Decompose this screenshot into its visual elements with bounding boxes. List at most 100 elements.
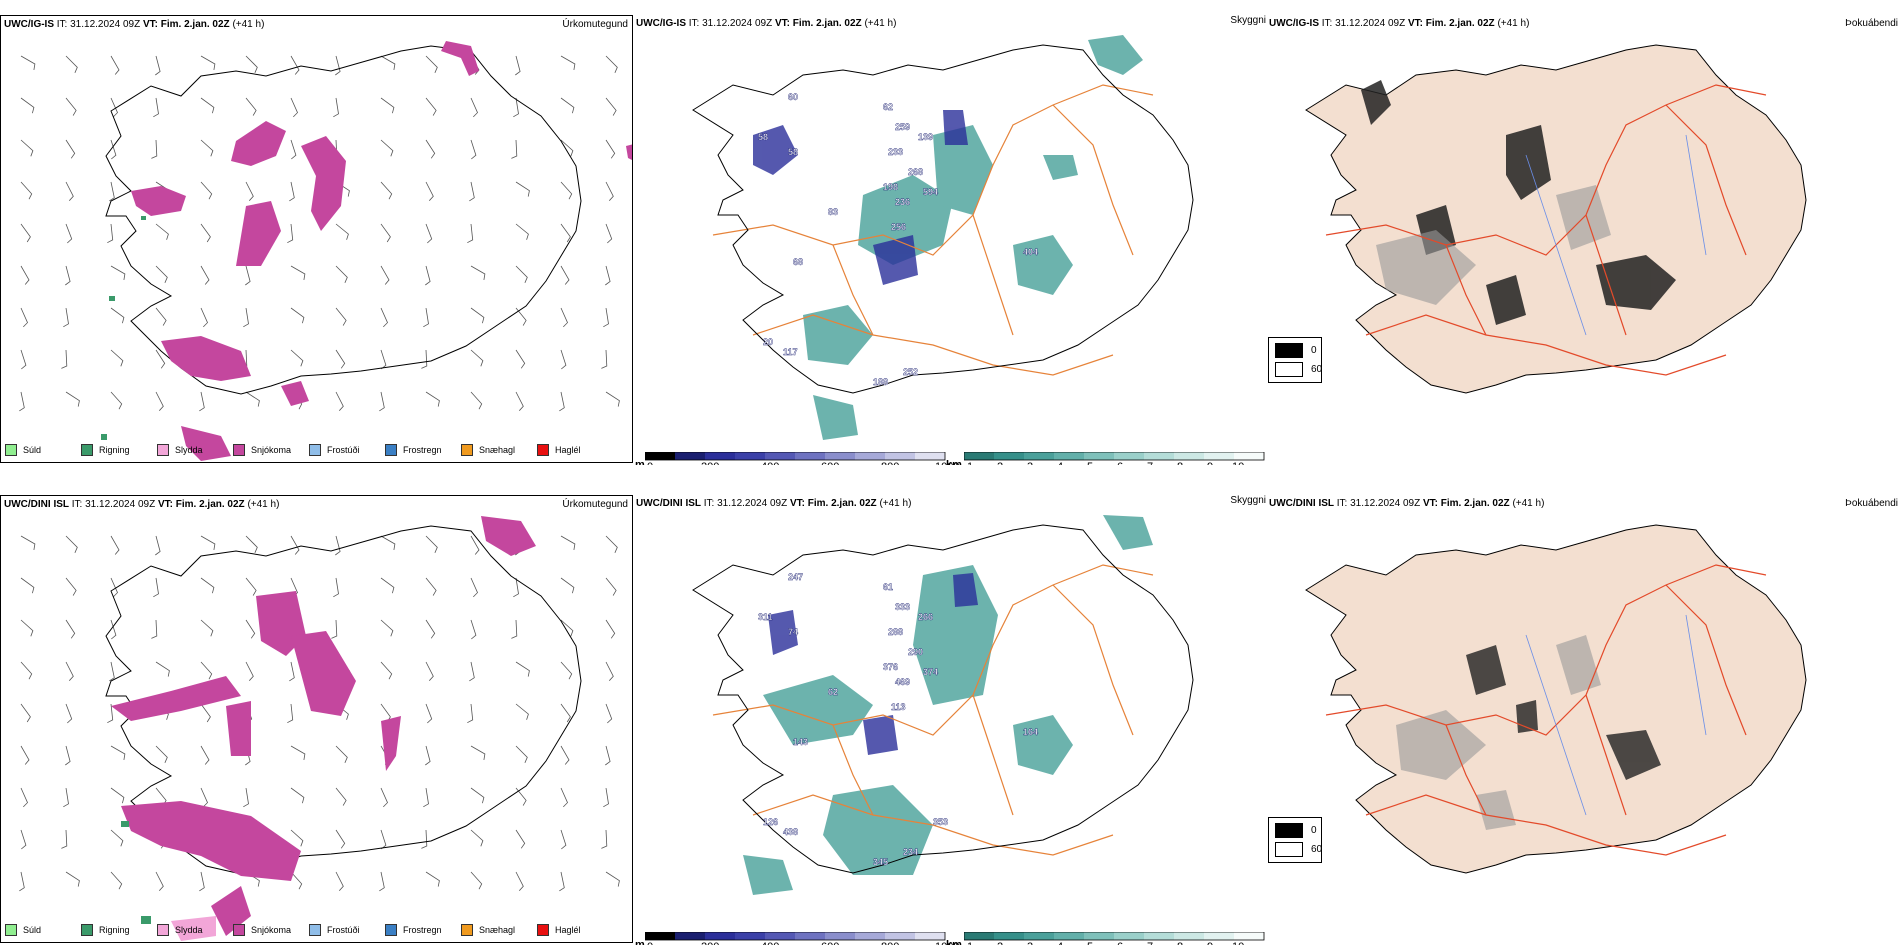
init-time: IT: 31.12.2024 09Z xyxy=(71,499,156,510)
wind-barb xyxy=(380,349,387,370)
colorbar-tick: 2 xyxy=(997,461,1003,465)
valid-time: Fim. 2.jan. 02Z xyxy=(792,18,862,29)
colorbar-tick: 800 xyxy=(881,941,899,945)
fog-legend-label: 0 xyxy=(1311,825,1317,836)
wind-barb xyxy=(605,181,614,201)
colorbar-tick: 8 xyxy=(1177,461,1183,465)
wind-barb xyxy=(425,223,433,244)
colorbar-tick: 4 xyxy=(1057,461,1063,465)
wind-barb xyxy=(65,871,80,887)
wind-barb xyxy=(470,307,485,324)
wind-barb xyxy=(470,871,483,890)
wind-barb xyxy=(245,577,257,596)
wind-barb xyxy=(515,55,521,76)
wind-barb xyxy=(200,535,216,550)
init-time: IT: 31.12.2024 09Z xyxy=(56,19,141,30)
wind-barb xyxy=(63,787,69,808)
wind-barb xyxy=(560,349,567,370)
colorbar-tick: 9 xyxy=(1207,941,1213,945)
fog-swatch xyxy=(1275,823,1303,838)
wind-barb xyxy=(605,139,616,159)
wind-barb xyxy=(20,661,33,680)
wind-barb xyxy=(421,349,428,369)
legend-item: Rigning xyxy=(81,444,157,456)
wind-barb xyxy=(423,787,429,808)
wind-barb xyxy=(559,871,565,892)
wind-barb xyxy=(560,55,576,70)
wind-barb xyxy=(335,265,348,283)
wind-barb xyxy=(155,745,168,763)
wind-barb xyxy=(19,871,25,892)
wind-barb xyxy=(155,535,161,556)
lead-time: (+41 h) xyxy=(864,18,897,29)
colorbar-tick: 600 xyxy=(821,461,839,465)
wind-barb xyxy=(110,391,123,410)
wind-barb xyxy=(290,265,306,280)
cloudbase-value-label: 311 xyxy=(758,612,773,622)
wind-barb xyxy=(425,661,434,681)
wind-barb xyxy=(245,181,254,201)
valid-time: Fim. 2.jan. 02Z xyxy=(160,19,230,30)
wind-barb xyxy=(515,829,526,849)
wind-barb xyxy=(515,223,529,240)
wind-barb xyxy=(290,349,304,367)
legend-label: Snæhagl xyxy=(479,445,516,455)
wind-barb xyxy=(199,871,205,892)
wind-barb xyxy=(290,535,300,555)
wind-barb xyxy=(380,55,396,70)
colorbar-tick: 5 xyxy=(1087,461,1093,465)
wind-barb xyxy=(513,577,519,598)
wind-barb xyxy=(155,871,164,891)
wind-barb xyxy=(65,181,74,201)
wind-barb xyxy=(245,619,256,639)
wind-barb xyxy=(380,139,394,157)
wind-barb xyxy=(335,535,341,556)
visibility-areas xyxy=(743,515,1153,895)
wind-barb xyxy=(470,787,485,804)
legend-label: Snæhagl xyxy=(479,925,516,935)
wind-barb xyxy=(470,577,478,598)
wind-barb xyxy=(335,787,347,806)
wind-barb xyxy=(110,349,124,367)
fog-swatch xyxy=(1275,343,1303,358)
valid-label: VT: xyxy=(1422,498,1438,509)
wind-barb xyxy=(245,661,254,681)
lead-time: (+41 h) xyxy=(232,19,265,30)
fog-legend: 0 60 xyxy=(1268,817,1322,863)
wind-barb xyxy=(470,97,478,118)
wind-barb xyxy=(200,619,214,637)
legend-swatch xyxy=(461,924,473,936)
wind-barb xyxy=(511,139,518,159)
wind-barb xyxy=(379,391,385,412)
cloudbase-value-label: 188 xyxy=(873,377,888,387)
cloudbase-value-label: 61 xyxy=(883,582,893,592)
valid-label: VT: xyxy=(789,498,805,509)
precip-panel-top: UWC/IG-IS IT: 31.12.2024 09Z VT: Fim. 2.… xyxy=(0,15,633,463)
wind-barb xyxy=(513,97,519,118)
fog-legend-row: 60 xyxy=(1275,362,1322,377)
wind-barb xyxy=(380,181,393,200)
legend-label: Snjókoma xyxy=(251,925,292,935)
legend-item: Slydda xyxy=(157,444,233,456)
wind-barb xyxy=(290,871,303,890)
model-name: UWC/DINI ISL xyxy=(4,499,69,510)
wind-barb xyxy=(200,265,210,285)
legend-label: Súld xyxy=(23,925,42,935)
wind-barb xyxy=(335,829,346,849)
panel-title: Úrkomutegund xyxy=(562,499,628,510)
wind-barb xyxy=(335,55,341,76)
colorbar-tick: 1000 xyxy=(935,461,959,465)
colorbar-tick: 0 xyxy=(647,461,653,465)
legend-swatch xyxy=(309,444,321,456)
legend-label: Frostúði xyxy=(327,925,360,935)
wind-barb xyxy=(65,661,74,681)
wind-barb xyxy=(199,391,205,412)
wind-barb xyxy=(425,139,436,159)
lead-time: (+41 h) xyxy=(247,499,280,510)
wind-barb xyxy=(110,619,117,640)
iceland-land xyxy=(1305,524,1807,874)
wind-barb xyxy=(470,139,477,160)
wind-barb xyxy=(110,307,125,324)
wind-barb xyxy=(467,703,474,724)
legend-label: Slydda xyxy=(175,925,203,935)
